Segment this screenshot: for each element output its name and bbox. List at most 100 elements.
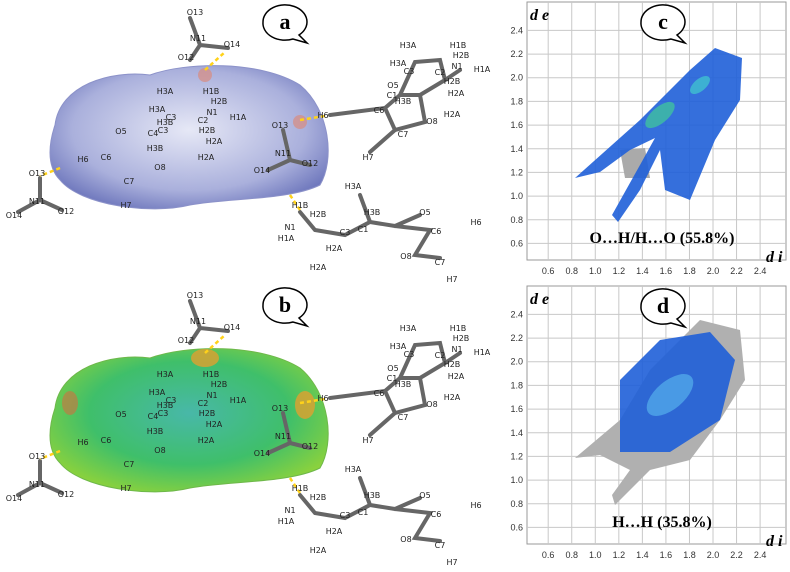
panel-badge bbox=[262, 287, 310, 328]
atom-label: C6 bbox=[431, 510, 442, 519]
atom-label: C3 bbox=[158, 409, 169, 418]
atom-label: O8 bbox=[154, 446, 165, 455]
panel-badge bbox=[640, 4, 688, 45]
x-tick-label: 0.8 bbox=[565, 266, 578, 276]
x-axis-label: d i bbox=[766, 533, 783, 550]
atom-label: H2B bbox=[444, 360, 461, 369]
atom-label: C6 bbox=[431, 227, 442, 236]
y-tick-label: 1.2 bbox=[510, 167, 523, 177]
atom-label: H2A bbox=[310, 263, 327, 272]
caption: O…H/H…O (55.8%) bbox=[590, 230, 735, 247]
atom-label: N11 bbox=[29, 480, 45, 489]
atom-label: H1A bbox=[278, 234, 295, 243]
y-tick-label: 1.6 bbox=[510, 404, 523, 414]
atom-label: H6 bbox=[77, 155, 88, 164]
x-tick-label: 1.8 bbox=[683, 266, 696, 276]
atom-label: N1 bbox=[206, 108, 217, 117]
y-tick-label: 1.4 bbox=[510, 144, 523, 154]
atom-label: O12 bbox=[58, 490, 74, 499]
atom-label: H1B bbox=[450, 41, 467, 50]
atom-label: N1 bbox=[284, 223, 295, 232]
atom-label: C3 bbox=[404, 350, 415, 359]
atom-label: H2B bbox=[211, 380, 228, 389]
y-tick-label: 2.2 bbox=[510, 333, 523, 343]
atom-label: H6 bbox=[317, 111, 328, 120]
atom-label: O14 bbox=[224, 323, 240, 332]
atom-label: H2A bbox=[448, 89, 465, 98]
x-tick-label: 0.6 bbox=[542, 550, 555, 560]
atom-label: H3B bbox=[147, 144, 164, 153]
atom-label: H6 bbox=[317, 394, 328, 403]
fingerprint-c-art bbox=[575, 48, 742, 222]
x-tick-label: 1.6 bbox=[660, 266, 673, 276]
atom-label: H2B bbox=[199, 409, 216, 418]
y-tick-label: 1.8 bbox=[510, 380, 523, 390]
atom-label: O8 bbox=[426, 400, 437, 409]
y-tick-label: 2.0 bbox=[510, 357, 523, 367]
atom-label: O12 bbox=[178, 53, 194, 62]
atom-label: O12 bbox=[58, 207, 74, 216]
x-tick-label: 1.2 bbox=[613, 550, 626, 560]
dense-region bbox=[645, 101, 675, 129]
atom-label: H1B bbox=[450, 324, 467, 333]
y-tick-label: 0.6 bbox=[510, 238, 523, 248]
atom-label: O8 bbox=[426, 117, 437, 126]
x-tick-label: 2.0 bbox=[707, 550, 720, 560]
atom-label: H1B bbox=[203, 87, 220, 96]
atom-label: N11 bbox=[190, 34, 206, 43]
x-tick-label: 1.4 bbox=[636, 550, 649, 560]
atom-label: H2B bbox=[310, 210, 327, 219]
caption: H…H (35.8%) bbox=[612, 514, 712, 531]
x-tick-label: 0.8 bbox=[565, 550, 578, 560]
atom-label: H2A bbox=[206, 137, 223, 146]
atom-label: O13 bbox=[29, 452, 45, 461]
atom-label: O14 bbox=[6, 211, 22, 220]
atom-label: C6 bbox=[374, 106, 385, 115]
atom-label: H3B bbox=[157, 401, 174, 410]
contact-spot bbox=[198, 68, 212, 82]
atom-label: N1 bbox=[206, 391, 217, 400]
y-tick-label: 1.0 bbox=[510, 191, 523, 201]
y-tick-label: 0.8 bbox=[510, 499, 523, 509]
x-tick-label: 1.6 bbox=[660, 550, 673, 560]
fingerprint-plot bbox=[526, 285, 787, 545]
atom-label: H1B bbox=[292, 201, 309, 210]
atom-label: O5 bbox=[419, 491, 430, 500]
atom-label: C7 bbox=[435, 258, 446, 267]
atom-label: H3B bbox=[395, 97, 412, 106]
atom-label: H2A bbox=[444, 393, 461, 402]
fingerprint-plot bbox=[526, 1, 787, 261]
x-tick-label: 1.0 bbox=[589, 550, 602, 560]
atom-label: O5 bbox=[115, 127, 126, 136]
atom-label: C2 bbox=[435, 351, 446, 360]
y-tick-label: 2.4 bbox=[510, 25, 523, 35]
atom-label: C6 bbox=[101, 153, 112, 162]
y-tick-label: 1.4 bbox=[510, 428, 523, 438]
atom-label: O8 bbox=[154, 163, 165, 172]
y-axis-label: d e bbox=[530, 7, 549, 24]
panel-label: c bbox=[658, 9, 668, 34]
atom-label: C2 bbox=[198, 116, 209, 125]
atom-label: H2A bbox=[326, 527, 343, 536]
atom-label: N1 bbox=[284, 506, 295, 515]
panel-label: a bbox=[280, 9, 291, 34]
atom-label: H1A bbox=[474, 65, 491, 74]
atom-label: C7 bbox=[435, 541, 446, 550]
atom-label: N11 bbox=[190, 317, 206, 326]
atom-label: H7 bbox=[446, 558, 457, 567]
atom-label: O13 bbox=[187, 8, 203, 17]
x-tick-label: 1.4 bbox=[636, 266, 649, 276]
atom-label: C3 bbox=[340, 511, 351, 520]
atom-label: O13 bbox=[187, 291, 203, 300]
panel-a-art bbox=[16, 16, 462, 260]
atom-label: H2B bbox=[310, 493, 327, 502]
atom-label: H2A bbox=[444, 110, 461, 119]
atom-label: H2A bbox=[310, 546, 327, 555]
contact-spot bbox=[295, 391, 315, 419]
y-tick-label: 1.6 bbox=[510, 120, 523, 130]
atom-label: H7 bbox=[120, 484, 131, 493]
atom-label: H7 bbox=[362, 153, 373, 162]
atom-label: O5 bbox=[115, 410, 126, 419]
atom-label: H1B bbox=[203, 370, 220, 379]
